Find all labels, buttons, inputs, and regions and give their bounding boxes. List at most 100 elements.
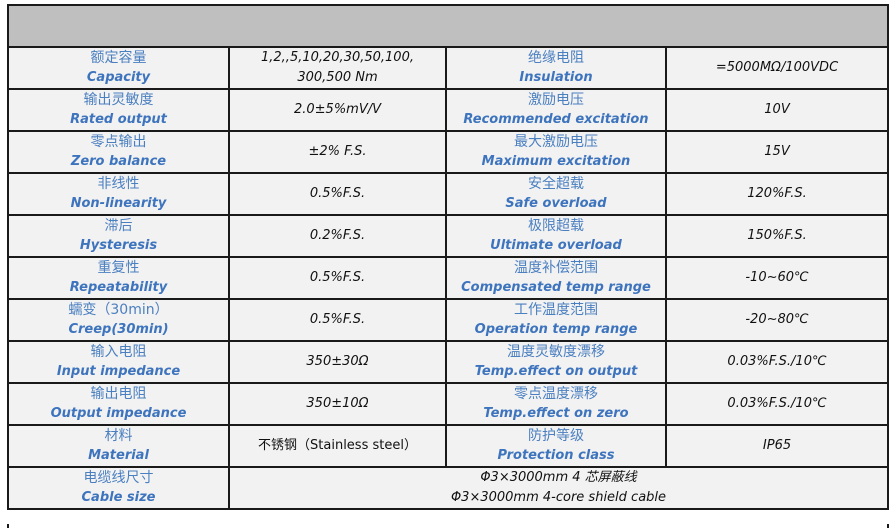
param-value: 15V [665,130,889,174]
param-label: 防护等级 Protection class [445,424,667,468]
param-label: 温度灵敏度漂移 Temp.effect on output [445,340,667,384]
param-label: 输入电阻 Input impedance [7,340,230,384]
label-en: Temp.effect on output [474,364,638,379]
param-label: 最大激励电压 Maximum excitation [445,130,667,174]
label-cn: 安全超载 [528,176,584,192]
param-label: 额定容量 Capacity [7,46,230,90]
label-en: Hysteresis [79,238,158,253]
param-label: 安全超载 Safe overload [445,172,667,216]
label-cn: 额定容量 [90,50,147,66]
label-en: Insulation [519,70,593,85]
label-en: Zero balance [70,154,167,169]
spec-table: 额定容量 Capacity 1,2,,5,10,20,30,50,100, 300… [7,4,889,510]
param-value: 0.5%F.S. [228,172,447,216]
label-cn: 极限超载 [528,218,584,234]
spec-row: 零点输出 Zero balance ±2% F.S. 最大激励电压 Maximum … [7,130,889,174]
param-value: 350±30Ω [228,340,447,384]
table-footer [7,524,889,528]
param-value: 0.5%F.S. [228,298,447,342]
cable-value: Φ3×3000mm 4 芯屏蔽线 Φ3×3000mm 4-core shield … [228,466,889,510]
label-en: Output impedance [50,406,187,421]
param-label: 极限超载 Ultimate overload [445,214,667,258]
spec-row: 额定容量 Capacity 1,2,,5,10,20,30,50,100, 300… [7,46,889,90]
label-en: Temp.effect on zero [483,406,629,421]
label-en: Operation temp range [474,322,638,337]
param-value: 120%F.S. [665,172,889,216]
param-label: 温度补偿范围 Compensated temp range [445,256,667,300]
param-value: 0.03%F.S./10℃ [665,382,889,426]
param-value: IP65 [665,424,889,468]
label-cn: 重复性 [97,260,140,276]
spec-row: 重复性 Repeatability 0.5%F.S. 温度补偿范围 Compensa… [7,256,889,300]
param-label: 非线性 Non-linearity [7,172,230,216]
param-label: 工作温度范围 Operation temp range [445,298,667,342]
param-label: 电缆线尺寸 Cable size [7,466,230,510]
label-cn: 绝缘电阻 [528,50,584,66]
label-cn: 输出电阻 [90,386,147,402]
cable-row: 电缆线尺寸 Cable size Φ3×3000mm 4 芯屏蔽线 Φ3×3000m… [7,466,889,510]
label-en: Non-linearity [70,196,167,211]
cable-value-cn: Φ3×3000mm 4 芯屏蔽线 [480,470,637,485]
label-en: Recommended excitation [463,112,649,127]
param-value: 0.2%F.S. [228,214,447,258]
param-label: 零点温度漂移 Temp.effect on zero [445,382,667,426]
label-en: Rated output [70,112,167,127]
param-value: 2.0±5%mV/V [228,88,447,132]
label-cn: 非线性 [97,176,140,192]
label-cn: 蠕变（30min） [68,302,169,318]
label-cn: 输入电阻 [90,344,147,360]
label-en: Material [88,448,149,463]
param-label: 滞后 Hysteresis [7,214,230,258]
spec-row: 材料 Material 不锈钢（Stainless steel） 防护等级 Prot… [7,424,889,468]
header-cell [7,4,889,48]
param-label: 激励电压 Recommended excitation [445,88,667,132]
label-cn: 激励电压 [528,92,584,108]
label-cn: 滞后 [104,218,133,234]
param-value: ±2% F.S. [228,130,447,174]
param-label: 绝缘电阻 Insulation [445,46,667,90]
spec-row: 蠕变（30min） Creep(30min) 0.5%F.S. 工作温度范围 Ope… [7,298,889,342]
param-value: 1,2,,5,10,20,30,50,100, 300,500 Nm [228,46,447,90]
label-cn: 材料 [104,428,133,444]
param-value: =5000MΩ/100VDC [665,46,889,90]
param-label: 零点输出 Zero balance [7,130,230,174]
label-en: Creep(30min) [68,322,169,337]
param-label: 材料 Material [7,424,230,468]
label-cn: 电缆线尺寸 [83,470,154,486]
param-value: 0.5%F.S. [228,256,447,300]
cable-value-en: Φ3×3000mm 4-core shield cable [450,490,667,505]
label-en: Protection class [497,448,615,463]
spec-row: 滞后 Hysteresis 0.2%F.S. 极限超载 Ultimate overl… [7,214,889,258]
table-header-row [7,4,889,48]
label-cn: 工作温度范围 [514,302,598,318]
label-en: Input impedance [56,364,181,379]
spec-row: 非线性 Non-linearity 0.5%F.S. 安全超载 Safe overl… [7,172,889,216]
label-en: Maximum excitation [481,154,631,169]
label-en: Safe overload [505,196,607,211]
label-cn: 零点输出 [90,134,147,150]
param-value: 0.03%F.S./10℃ [665,340,889,384]
label-en: Cable size [81,490,156,505]
label-cn: 防护等级 [528,428,584,444]
param-value: 不锈钢（Stainless steel） [228,424,447,468]
param-label: 重复性 Repeatability [7,256,230,300]
spec-row: 输出电阻 Output impedance 350±10Ω 零点温度漂移 Temp.… [7,382,889,426]
label-en: Ultimate overload [490,238,622,253]
param-label: 输出电阻 Output impedance [7,382,230,426]
label-cn: 温度补偿范围 [514,260,598,276]
spec-row: 输入电阻 Input impedance 350±30Ω 温度灵敏度漂移 Temp.… [7,340,889,384]
param-value: -10~60℃ [665,256,889,300]
label-cn: 零点温度漂移 [514,386,598,402]
param-value: -20~80℃ [665,298,889,342]
label-en: Repeatability [69,280,168,295]
label-cn: 最大激励电压 [514,134,598,150]
label-cn: 温度灵敏度漂移 [507,344,605,360]
param-label: 蠕变（30min） Creep(30min) [7,298,230,342]
label-en: Capacity [86,70,151,85]
label-en: Compensated temp range [461,280,651,295]
param-label: 输出灵敏度 Rated output [7,88,230,132]
spec-row: 输出灵敏度 Rated output 2.0±5%mV/V 激励电压 Recomme… [7,88,889,132]
param-value: 150%F.S. [665,214,889,258]
param-value: 10V [665,88,889,132]
param-value: 350±10Ω [228,382,447,426]
